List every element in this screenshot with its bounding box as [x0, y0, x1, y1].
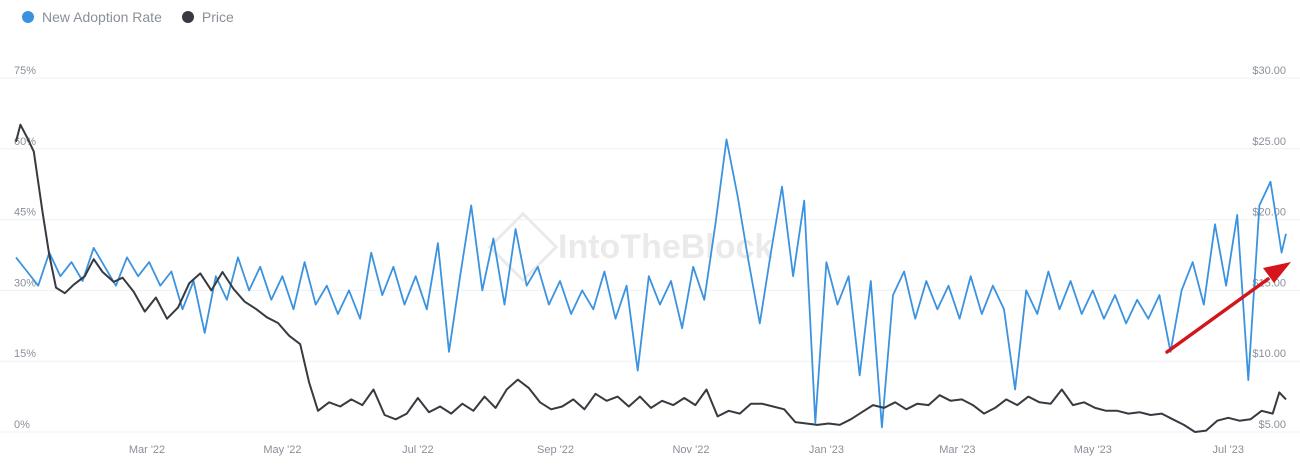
x-tick-label: Jul '23	[1213, 444, 1244, 456]
x-tick-label: Mar '22	[129, 444, 165, 456]
grid-lines	[0, 77, 1300, 433]
y-left-tick-label: 75%	[14, 65, 36, 77]
legend-item-price[interactable]: Price	[181, 9, 234, 25]
annotation-arrow-shaft	[1165, 277, 1270, 354]
x-tick-label: Mar '23	[939, 444, 975, 456]
legend-label-price: Price	[201, 9, 234, 25]
y-right-tick-label: $10.00	[1252, 348, 1286, 360]
y-left-tick-label: 45%	[14, 207, 36, 219]
y-right-tick-label: $5.00	[1258, 419, 1286, 431]
x-tick-label: Jan '23	[809, 444, 844, 456]
y-left-tick-label: 30%	[14, 277, 36, 289]
y-left-tick-label: 0%	[14, 419, 30, 431]
series-line-adoption-rate	[15, 138, 1287, 429]
annotation-arrow-head	[1263, 262, 1291, 283]
legend-item-adoption[interactable]: New Adoption Rate	[22, 9, 162, 25]
y-right-tick-label: $20.00	[1252, 207, 1286, 219]
legend-label-adoption: New Adoption Rate	[42, 9, 162, 25]
x-tick-label: May '23	[1074, 444, 1112, 456]
series-line-price	[15, 123, 1287, 433]
legend-swatch-price	[181, 11, 194, 23]
annotations	[1165, 262, 1291, 354]
legend-swatch-adoption	[22, 11, 34, 23]
y-right-tick-label: $25.00	[1252, 136, 1286, 148]
series-lines	[15, 123, 1287, 433]
y-right-tick-label: $15.00	[1252, 277, 1286, 289]
y-left-tick-label: 15%	[14, 348, 36, 360]
x-tick-label: Jul '22	[402, 444, 433, 456]
x-tick-label: Nov '22	[672, 444, 709, 456]
chart-legend: New Adoption Rate Price	[22, 9, 234, 25]
x-tick-label: Sep '22	[537, 444, 574, 456]
y-right-tick-label: $30.00	[1252, 65, 1286, 77]
x-tick-label: May '22	[263, 444, 301, 456]
